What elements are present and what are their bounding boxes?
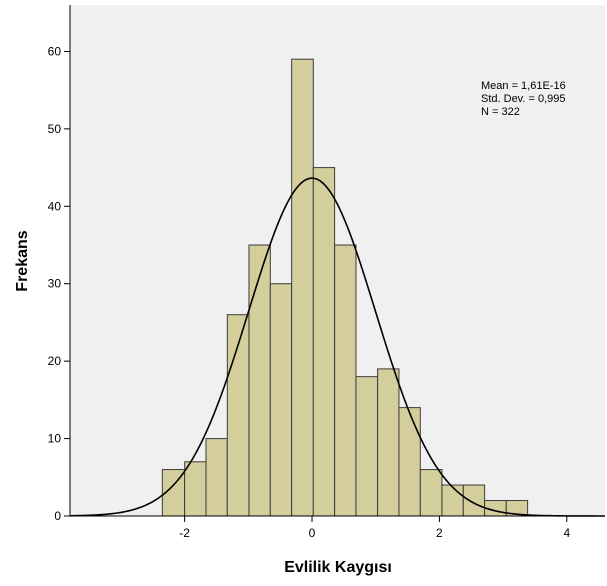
histogram-bar — [205, 438, 228, 517]
stats-mean: Mean = 1,61E-16 — [481, 80, 566, 92]
histogram-bar — [355, 376, 379, 517]
x-tick-label: 4 — [563, 526, 570, 540]
stats-n: N = 322 — [481, 106, 520, 118]
y-tick-label: 0 — [54, 509, 61, 523]
y-tick-label: 60 — [48, 44, 62, 58]
histogram-bar — [377, 368, 400, 517]
histogram-bar — [441, 484, 464, 517]
y-tick-label: 10 — [48, 432, 62, 446]
y-tick-label: 50 — [48, 122, 62, 136]
histogram-bar — [248, 244, 271, 517]
normal-curve — [69, 177, 605, 517]
histogram-bar — [462, 484, 486, 517]
stats-std-dev: Std. Dev. = 0,995 — [481, 93, 566, 105]
x-tick-label: 0 — [309, 526, 316, 540]
histogram-bar — [419, 469, 443, 517]
y-tick-label: 20 — [48, 354, 62, 368]
histogram-bar — [398, 407, 421, 517]
histogram-bar — [184, 461, 207, 517]
histogram-bar — [269, 283, 293, 517]
histogram-bar — [334, 244, 357, 517]
y-axis-title: Frekans — [14, 230, 31, 291]
y-tick-label: 30 — [48, 277, 62, 291]
y-ticks: 0 10 20 30 40 50 60 — [48, 44, 70, 523]
bars-layer — [161, 58, 529, 517]
x-ticks: -2 0 2 4 — [179, 516, 570, 540]
stats-box: Mean = 1,61E-16 Std. Dev. = 0,995 N = 32… — [481, 80, 566, 118]
y-tick-label: 40 — [48, 199, 62, 213]
histogram-bar — [291, 58, 314, 517]
x-tick-label: -2 — [179, 526, 190, 540]
histogram-bar — [312, 167, 336, 517]
x-tick-label: 2 — [436, 526, 443, 540]
x-axis-title: Evlilik Kaygısı — [284, 559, 392, 576]
